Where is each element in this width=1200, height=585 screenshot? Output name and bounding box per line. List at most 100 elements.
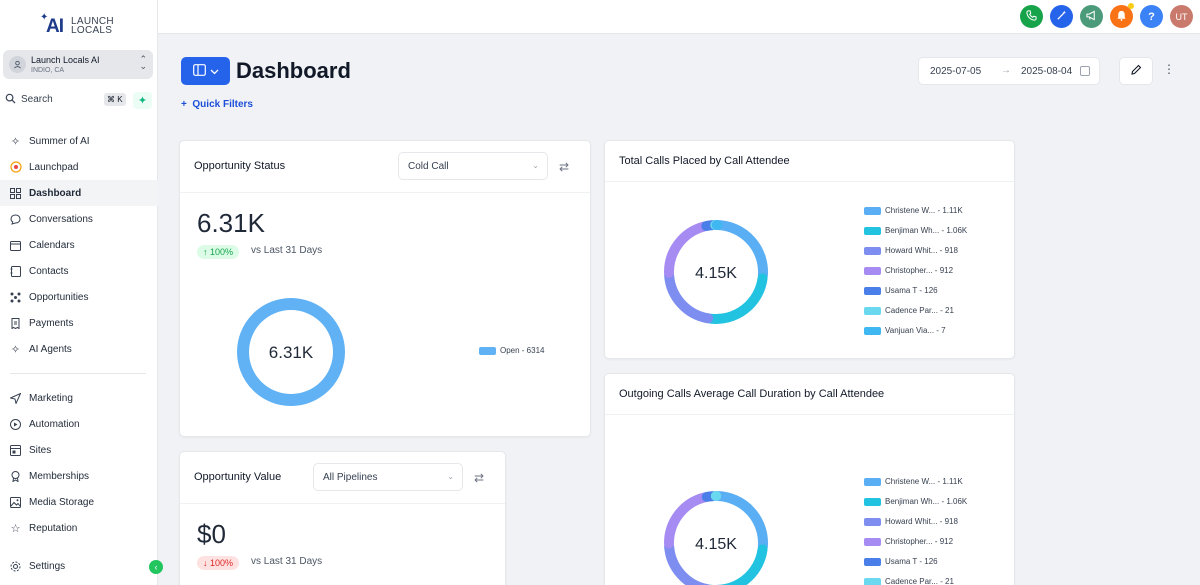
- pipeline-select[interactable]: Cold Call ⌄: [398, 152, 548, 180]
- sidebar-item-launchpad[interactable]: Launchpad: [0, 154, 158, 180]
- change-value: 100%: [210, 558, 234, 568]
- search-label: Search: [21, 94, 53, 105]
- adjust-filters-icon[interactable]: ⇄: [474, 471, 485, 485]
- legend-item[interactable]: Christene W... - 1.11K: [864, 477, 963, 486]
- legend-item[interactable]: Howard Whit... - 918: [864, 517, 958, 526]
- sidebar-item-media-storage[interactable]: Media Storage: [0, 489, 158, 515]
- sidebar-item-dashboard[interactable]: Dashboard: [0, 180, 158, 206]
- legend-item[interactable]: Christopher... - 912: [864, 266, 953, 275]
- layout-icon: [192, 63, 206, 79]
- announcements-button[interactable]: [1080, 5, 1103, 28]
- legend-swatch: [864, 246, 881, 255]
- card-title: Outgoing Calls Average Call Duration by …: [619, 388, 885, 400]
- user-initials: UT: [1175, 11, 1188, 22]
- sidebar-item-label: Reputation: [29, 522, 78, 534]
- legend-item[interactable]: Howard Whit... - 918: [864, 246, 958, 255]
- donut-slice[interactable]: [664, 540, 711, 585]
- sparkle-icon: ✦: [137, 95, 148, 107]
- sidebar-item-opportunities[interactable]: Opportunities: [0, 284, 158, 310]
- sidebar-item-automation[interactable]: Automation: [0, 411, 158, 437]
- help-icon: ?: [1148, 10, 1155, 23]
- sidebar-item-memberships[interactable]: Memberships: [0, 463, 158, 489]
- donut-slice[interactable]: [237, 298, 345, 406]
- legend-swatch: [864, 537, 881, 546]
- donut-slice[interactable]: [664, 270, 714, 324]
- notifications-button[interactable]: [1110, 5, 1133, 28]
- legend-label: Benjiman Wh... - 1.06K: [885, 226, 968, 235]
- donut-slice[interactable]: [705, 273, 768, 324]
- receipt-icon: [9, 317, 22, 330]
- magic-button[interactable]: [1050, 5, 1073, 28]
- legend-item[interactable]: Christene W... - 1.11K: [864, 206, 963, 215]
- adjust-filters-icon[interactable]: ⇄: [559, 160, 570, 174]
- donut-slice[interactable]: [664, 492, 710, 549]
- sidebar-item-marketing[interactable]: Marketing: [0, 385, 158, 411]
- phone-button[interactable]: [1020, 5, 1043, 28]
- sidebar-item-payments[interactable]: Payments: [0, 310, 158, 336]
- phone-icon: [1026, 9, 1037, 24]
- sparkles-icon: ✧: [10, 343, 21, 356]
- legend-item[interactable]: Cadence Par... - 21: [864, 577, 954, 585]
- legend-item: Open - 6314: [479, 346, 544, 355]
- chevron-down-icon: ⌄: [532, 161, 539, 170]
- magic-wand-icon: [1056, 9, 1067, 24]
- sidebar-item-label: Payments: [29, 317, 74, 329]
- arrow-up-icon: ↑: [203, 247, 208, 257]
- legend-swatch: [864, 226, 881, 235]
- sidebar-item-summer-of-ai[interactable]: ✧ Summer of AI: [0, 128, 158, 154]
- legend-item[interactable]: Vanjuan Via... - 7: [864, 326, 946, 335]
- legend-item[interactable]: Cadence Par... - 21: [864, 306, 954, 315]
- legend-label: Christene W... - 1.11K: [885, 206, 963, 215]
- sidebar-item-ai-agents[interactable]: ✧ AI Agents: [0, 336, 158, 362]
- top-bar: ? UT: [158, 0, 1200, 34]
- account-switcher[interactable]: Launch Locals AI INDIO, CA ⌃ ⌄: [3, 50, 153, 79]
- sites-icon: [9, 444, 22, 457]
- help-button[interactable]: ?: [1140, 5, 1163, 28]
- calls-placed-donut: 4.15K: [664, 220, 768, 324]
- select-value: Cold Call: [408, 161, 449, 172]
- sidebar-item-sites[interactable]: Sites: [0, 437, 158, 463]
- brand-logo[interactable]: ✦ AI LAUNCH LOCALS: [40, 12, 120, 38]
- chat-icon: [9, 213, 22, 226]
- bell-icon: [1116, 10, 1127, 24]
- user-avatar[interactable]: UT: [1170, 5, 1193, 28]
- quick-filters-button[interactable]: + Quick Filters: [181, 99, 253, 110]
- arrow-down-icon: ↓: [203, 558, 208, 568]
- date-range-picker[interactable]: 2025-07-05 → 2025-08-04: [918, 57, 1100, 85]
- sidebar-item-contacts[interactable]: Contacts: [0, 258, 158, 284]
- sidebar-item-calendars[interactable]: Calendars: [0, 232, 158, 258]
- legend-swatch: [864, 477, 881, 486]
- legend-label: Cadence Par... - 21: [885, 577, 954, 585]
- more-options-button[interactable]: ⋮: [1163, 62, 1175, 76]
- legend-label: Christene W... - 1.11K: [885, 477, 963, 486]
- card-header: Opportunity Value All Pipelines ⌄ ⇄: [180, 452, 505, 504]
- automation-icon: [9, 418, 22, 431]
- legend-swatch: [864, 286, 881, 295]
- legend-item[interactable]: Usama T - 126: [864, 557, 938, 566]
- legend-swatch: [864, 206, 881, 215]
- legend-item[interactable]: Benjiman Wh... - 1.06K: [864, 226, 967, 235]
- sidebar-item-label: AI Agents: [29, 343, 72, 355]
- donut-slice[interactable]: [708, 544, 768, 585]
- legend-item[interactable]: Usama T - 126: [864, 286, 938, 295]
- sidebar-item-label: Automation: [29, 418, 80, 430]
- date-start: 2025-07-05: [930, 66, 982, 77]
- edit-dashboard-button[interactable]: [1119, 57, 1153, 85]
- calendar-icon: [9, 239, 22, 252]
- collapse-sidebar-button[interactable]: ‹: [149, 560, 163, 574]
- donut-slice[interactable]: [712, 220, 768, 281]
- dashboard-switcher-button[interactable]: [181, 57, 230, 85]
- pipeline-select[interactable]: All Pipelines ⌄: [313, 463, 463, 491]
- legend-item[interactable]: Benjiman Wh... - 1.06K: [864, 497, 967, 506]
- donut-slice[interactable]: [712, 491, 768, 552]
- chevron-down-icon: ⌄: [447, 472, 454, 481]
- sidebar-item-reputation[interactable]: ☆ Reputation: [0, 515, 158, 541]
- sidebar-item-settings[interactable]: Settings: [0, 553, 158, 579]
- search-button[interactable]: Search ⌘ K: [5, 92, 128, 108]
- chevron-down-icon: [210, 64, 219, 78]
- donut-slice[interactable]: [664, 221, 709, 278]
- sidebar-item-conversations[interactable]: Conversations: [0, 206, 158, 232]
- legend-item[interactable]: Christopher... - 912: [864, 537, 953, 546]
- ai-assistant-button[interactable]: ✦: [133, 92, 152, 109]
- comparison-label: vs Last 31 Days: [251, 556, 323, 567]
